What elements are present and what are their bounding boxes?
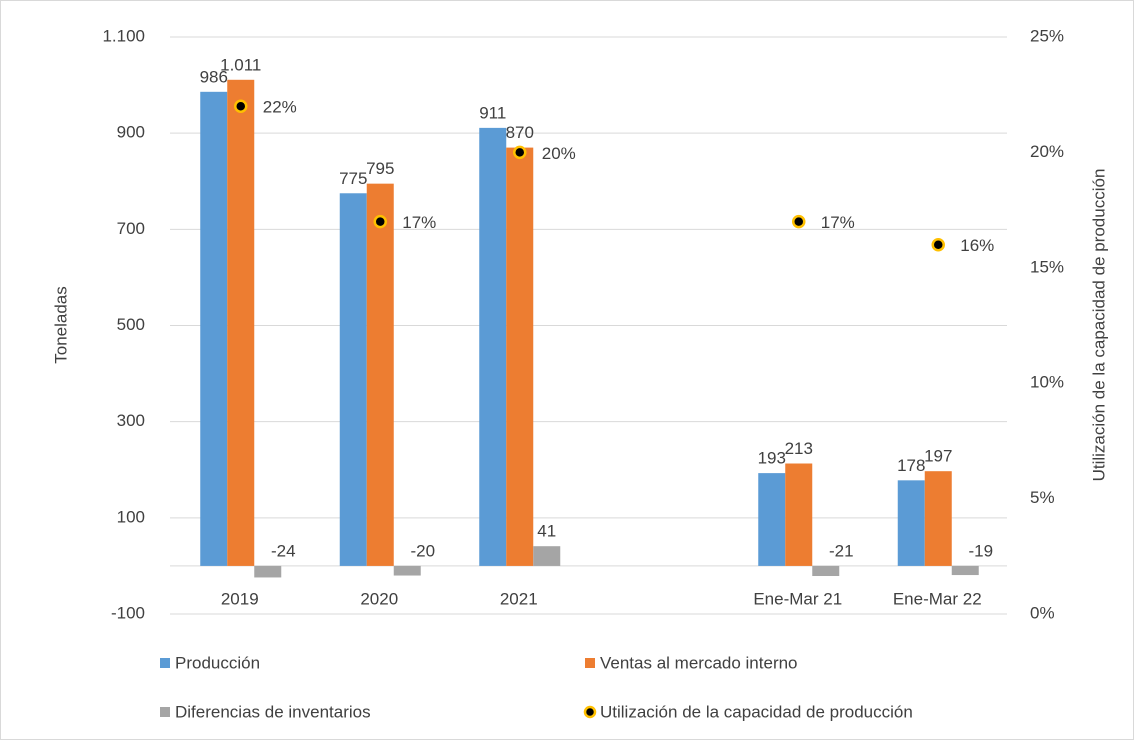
bar	[785, 463, 813, 566]
bar	[200, 91, 228, 566]
data-label: 20%	[542, 144, 576, 163]
y-tick-label: 300	[117, 411, 145, 430]
marker	[234, 99, 248, 113]
bar	[227, 79, 255, 566]
bar	[506, 147, 534, 566]
bar	[812, 565, 840, 577]
y-tick-label: 1.100	[102, 26, 145, 45]
bar	[393, 565, 421, 576]
legend-label: Ventas al mercado interno	[600, 653, 798, 672]
bar	[339, 193, 367, 566]
y-tick-label: 900	[117, 123, 145, 142]
data-label: 795	[366, 159, 394, 178]
marker	[513, 145, 527, 160]
legend-label: Diferencias de inventarios	[175, 702, 371, 721]
marker	[931, 237, 945, 252]
legend-swatch	[160, 707, 170, 717]
data-label: 41	[537, 522, 556, 541]
y2-tick-label: 5%	[1030, 488, 1055, 507]
marker	[792, 214, 806, 229]
data-label: 17%	[821, 213, 855, 232]
x-tick-label: 2019	[221, 589, 259, 608]
data-label: 775	[339, 169, 367, 188]
legend-marker	[583, 705, 597, 719]
data-label: 213	[785, 439, 813, 458]
data-label: 193	[758, 449, 786, 468]
data-label: 16%	[960, 236, 994, 255]
x-tick-label: 2020	[360, 589, 398, 608]
y2-axis-title: Utilización de la capacidad de producció…	[1089, 169, 1108, 482]
y-tick-label: 500	[117, 315, 145, 334]
y-tick-label: -100	[111, 603, 145, 622]
y2-tick-label: 20%	[1030, 142, 1064, 161]
data-label: 17%	[402, 213, 436, 232]
legend-swatch	[160, 658, 170, 668]
data-label: 1.011	[220, 55, 261, 74]
y2-tick-label: 25%	[1030, 26, 1064, 45]
data-label: 986	[200, 67, 228, 86]
data-label: 178	[897, 456, 925, 475]
legend-swatch	[585, 658, 595, 668]
y2-tick-label: 10%	[1030, 373, 1064, 392]
data-label: 911	[479, 103, 506, 122]
bar	[897, 480, 925, 566]
data-label: -20	[410, 541, 435, 560]
y2-tick-label: 0%	[1030, 603, 1055, 622]
bar	[366, 183, 394, 566]
y-tick-label: 100	[117, 507, 145, 526]
x-tick-label: Ene-Mar 22	[893, 589, 982, 608]
data-label: -21	[829, 541, 854, 560]
y2-tick-label: 15%	[1030, 257, 1064, 276]
bar	[924, 471, 952, 566]
bar	[533, 546, 561, 566]
bar	[951, 565, 979, 576]
legend-label: Producción	[175, 653, 260, 672]
data-label: -24	[271, 541, 296, 560]
data-label: 197	[924, 447, 952, 466]
x-tick-label: Ene-Mar 21	[753, 589, 842, 608]
marker	[373, 214, 387, 229]
legend-label: Utilización de la capacidad de producció…	[600, 702, 913, 721]
data-label: 870	[506, 123, 534, 142]
y-axis-title: Toneladas	[51, 286, 70, 364]
data-label: 22%	[263, 98, 297, 117]
bar	[758, 473, 786, 566]
bar	[254, 565, 282, 578]
y-tick-label: 700	[117, 219, 145, 238]
bar	[479, 127, 507, 566]
data-label: -19	[968, 541, 993, 560]
x-tick-label: 2021	[500, 589, 538, 608]
